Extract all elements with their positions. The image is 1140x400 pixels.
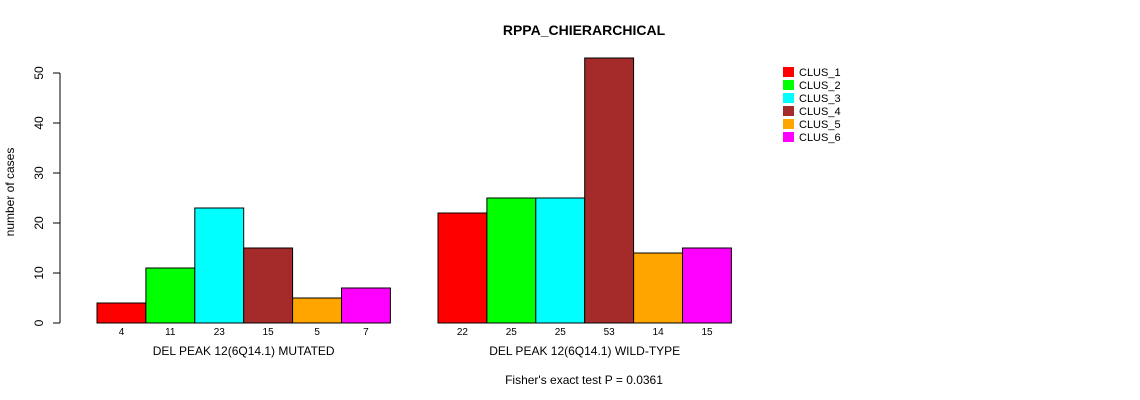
bar-count-label: 14: [653, 327, 665, 338]
legend-label: CLUS_5: [799, 119, 841, 131]
bar-clus_2-group-2: [486, 197, 537, 324]
legend-label: CLUS_1: [799, 67, 841, 79]
bar-clus_1-group-1: [96, 302, 147, 324]
bar-count-label: 25: [555, 327, 567, 338]
bar-count-label: 5: [314, 327, 320, 338]
y-tick-label: 10: [32, 266, 46, 280]
y-tick-label: 0: [32, 319, 46, 326]
legend-swatch-clus_5: [783, 119, 794, 129]
legend-label: CLUS_4: [799, 106, 841, 118]
group-label: DEL PEAK 12(6Q14.1) MUTATED: [153, 344, 335, 358]
bar-clus_3-group-1: [194, 207, 245, 324]
legend-swatch-clus_3: [783, 93, 794, 103]
bar-clus_4-group-1: [243, 247, 294, 324]
y-tick-label: 20: [32, 216, 46, 230]
bar-clus_6-group-1: [341, 287, 391, 324]
bar-count-label: 22: [457, 327, 469, 338]
bar-clus_2-group-1: [145, 267, 196, 324]
y-axis-label: number of cases: [3, 148, 17, 237]
bar-clus_3-group-2: [535, 197, 586, 324]
group-labels: DEL PEAK 12(6Q14.1) MUTATED DEL PEAK 12(6…: [153, 344, 680, 358]
y-tick-label: 40: [32, 116, 46, 130]
y-tick-label: 30: [32, 166, 46, 180]
group-label: DEL PEAK 12(6Q14.1) WILD-TYPE: [489, 344, 680, 358]
legend-swatch-clus_2: [783, 80, 794, 90]
legend-swatch-clus_6: [783, 132, 794, 142]
bar-clus_5-group-1: [292, 297, 343, 324]
legend-label: CLUS_6: [799, 132, 841, 144]
bar-clus_1-group-2: [437, 212, 488, 324]
bar-count-label: 25: [506, 327, 518, 338]
legend-swatch-clus_1: [783, 67, 794, 77]
bars: [96, 57, 732, 324]
legend-label: CLUS_2: [799, 80, 841, 92]
bar-count-label: 53: [604, 327, 616, 338]
bar-count-label: 7: [363, 327, 369, 338]
legend-label: CLUS_3: [799, 93, 841, 105]
bar-count-label: 23: [214, 327, 226, 338]
legend-swatch-clus_4: [783, 106, 794, 116]
chart-title: RPPA_CHIERARCHICAL: [503, 22, 666, 38]
bar-count-labels: 4 11 23 15 5 7 22 25 25 53 14 15: [119, 327, 713, 338]
bar-count-label: 4: [119, 327, 125, 338]
y-axis: 0 10 20 30 40 50: [32, 66, 61, 326]
bar-count-label: 15: [263, 327, 275, 338]
bar-clus_4-group-2: [584, 57, 635, 324]
y-tick-label: 50: [32, 66, 46, 80]
bar-count-label: 11: [165, 327, 176, 338]
footnote: Fisher's exact test P = 0.0361: [505, 373, 663, 387]
bar-clus_6-group-2: [682, 247, 732, 324]
bar-clus_5-group-2: [633, 252, 683, 324]
bar-count-label: 15: [701, 327, 713, 338]
